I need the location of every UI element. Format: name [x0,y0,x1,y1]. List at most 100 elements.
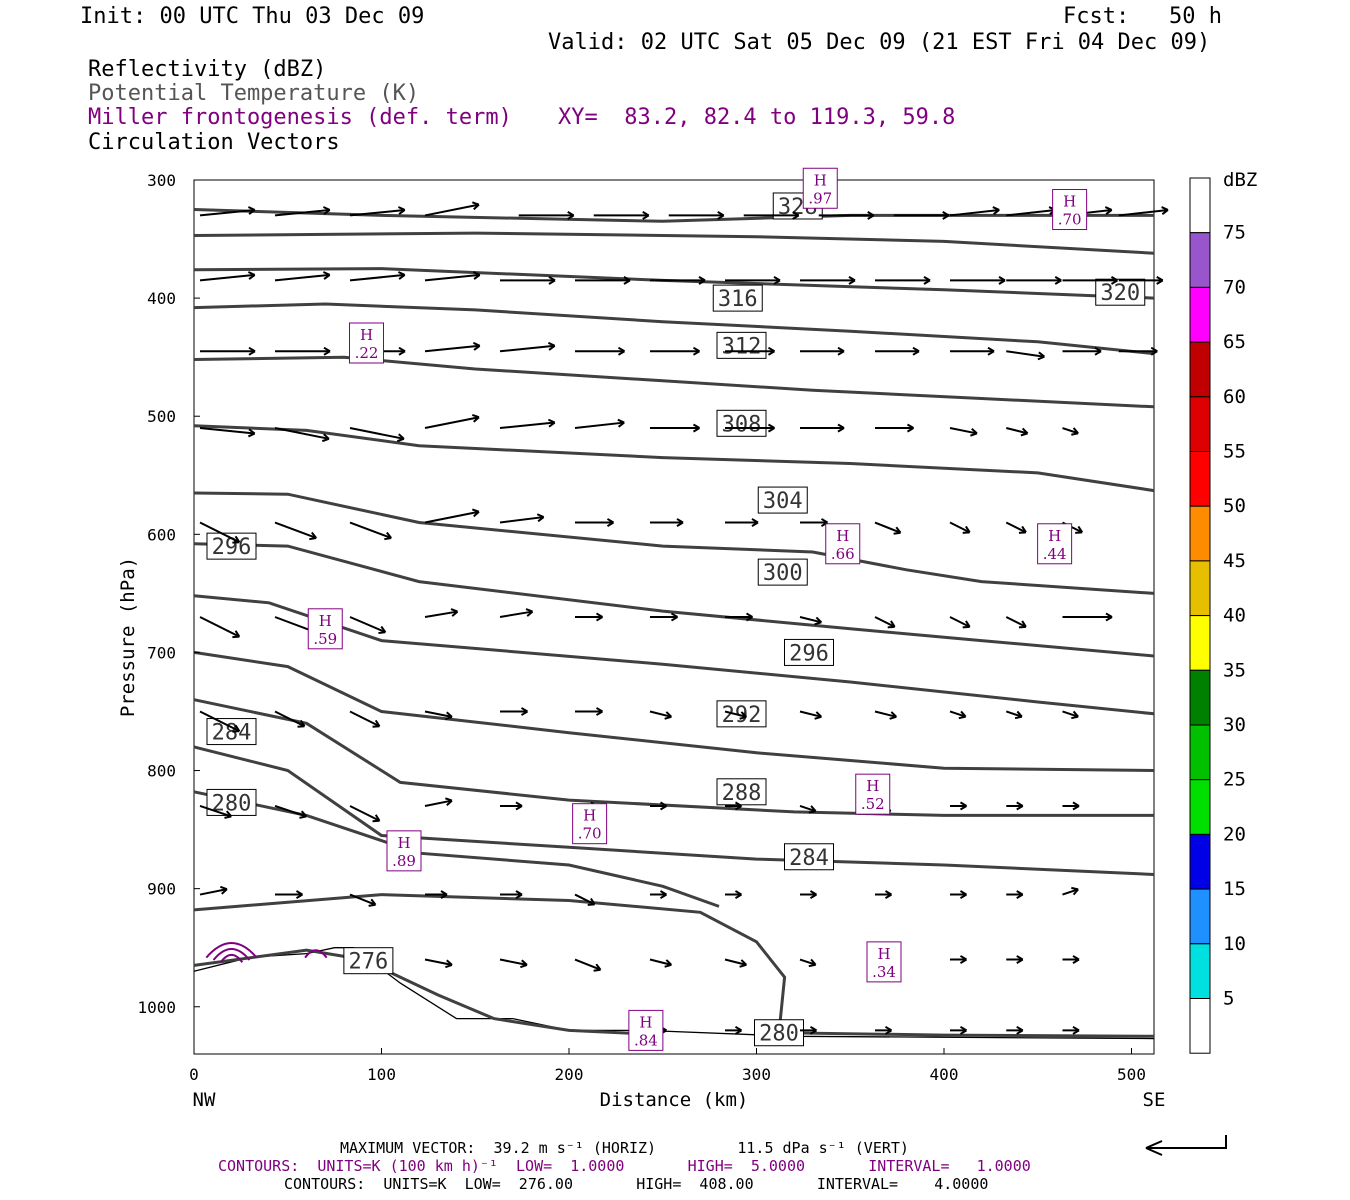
vector-shaft-4-9 [874,521,901,534]
colorbar-label-25: 25 [1223,769,1246,791]
vector-head-7-10 [959,801,968,811]
vector-head-5-4 [525,608,534,617]
field-vectors: Circulation Vectors [88,130,340,155]
vector-head-5-7 [745,612,754,622]
vector-head-6-5 [595,707,604,716]
y-tick-label-6: 900 [147,880,176,899]
y-tick-label-5: 800 [147,762,176,781]
vector-head-9-4 [739,959,748,968]
y-tick-label-0: 300 [147,171,176,190]
vector-shaft-6-1 [274,710,305,728]
vector-head-8-11 [1016,890,1024,899]
vector-head-2-7 [767,346,776,356]
frontogenesis-max-value-1: .70 [1058,211,1082,229]
vector-head-9-8 [1016,955,1024,964]
vector-head-0-12 [1104,206,1113,215]
vector-head-7-12 [1072,801,1080,811]
y-tick-label-1: 400 [147,289,176,308]
vector-head-8-6 [659,890,668,899]
vector-head-0-4 [567,211,575,220]
isentrope-296-8 [193,594,1155,716]
vector-head-8-10 [959,890,968,899]
vector-head-5-8 [814,616,823,626]
colorbar-label-10: 10 [1223,933,1246,955]
isentrope-308-5 [193,424,1155,493]
frontogenesis-max-H-1: H [1063,193,1076,211]
vector-head-1-12 [1110,275,1119,285]
isentrope-label-box-6 [757,558,808,586]
isentrope-label-box-15 [343,947,394,975]
isentrope-324-1 [193,231,1155,255]
vector-head-1-6 [698,275,706,285]
frontogenesis-max-value-8: .89 [392,852,416,870]
vector-head-1-1 [322,271,331,280]
x-tick-label-3: 300 [742,1065,771,1084]
vector-head-1-10 [998,275,1006,285]
vector-head-6-11 [1014,710,1023,720]
vector-head-8-9 [884,890,893,899]
vector-head-6-9 [889,711,898,720]
x-axis-label: Distance (km) [600,1089,749,1111]
vector-head-3-1 [321,433,330,443]
vector-head-8-0 [220,885,228,895]
colorbar-segment-5 [1189,943,1211,999]
colorbar-segment-70 [1189,232,1211,288]
colorbar-segment-10 [1189,888,1211,945]
y-tick-label-4: 700 [147,643,176,662]
vector-head-2-10 [987,346,995,356]
contours-frontogenesis-text: CONTOURS: UNITS=K (100 km h)⁻¹ LOW= 1.00… [218,1157,1031,1175]
vector-head-4-10 [962,525,971,534]
vector-head-2-12 [1094,346,1102,356]
colorbar-label-35: 35 [1223,659,1246,681]
isentrope-label-5: 304 [763,489,803,514]
vector-shaft-5-10 [949,616,971,628]
colorbar-segment-bottom [1189,998,1211,1054]
vector-head-10-5 [1016,1025,1024,1035]
isentrope-label-box-5 [757,486,808,514]
y-tick-label-7: 1000 [137,998,176,1017]
frontogenesis-contour-2 [219,953,244,963]
vector-head-3-6 [692,423,701,433]
vector-head-5-3 [450,608,459,617]
vector-head-6-2 [372,719,381,728]
y-tick-label-3: 600 [147,525,176,544]
vector-shaft-0-3 [424,203,480,217]
vector-head-5-11 [1018,620,1027,629]
isentrope-316-3 [193,302,1155,356]
isentrope-label-box-1 [1095,278,1146,306]
isentrope-label-2: 316 [718,287,758,312]
y-tick-label-2: 500 [147,407,176,426]
vector-shaft-1-2 [349,273,405,282]
vector-shaft-5-4 [499,610,533,618]
vector-head-2-0 [248,346,256,356]
isentrope-label-box-3 [716,331,767,359]
frontogenesis-max-H-6: H [866,777,879,795]
vector-shaft-0-1 [274,208,330,217]
vector-head-10-3 [884,1025,893,1035]
vector-head-8-7 [734,890,743,899]
vector-head-7-3 [445,797,453,806]
vector-head-8-5 [587,897,596,906]
vector-head-2-5 [617,346,626,356]
vector-shaft-3-0 [199,427,255,435]
frontogenesis-max-box-4 [1037,523,1073,565]
colorbar-label-65: 65 [1223,331,1246,353]
vector-head-3-4 [547,418,556,428]
vector-head-1-5 [623,275,631,285]
vector-head-8-2 [368,898,377,907]
vector-shaft-0-11 [1006,208,1056,217]
colorbar-segment-65 [1189,286,1211,343]
vector-head-4-0 [232,535,241,544]
vector-head-3-5 [617,418,625,428]
vector-head-7-2 [372,814,381,823]
vector-shaft-0-13 [1118,208,1169,217]
vector-head-7-4 [515,801,523,811]
vector-shaft-4-2 [349,521,392,539]
vector-shaft-3-4 [499,421,555,430]
vector-head-6-10 [958,710,967,720]
colorbar-label-70: 70 [1223,276,1246,298]
vector-head-7-1 [299,810,308,819]
vector-shaft-0-10 [949,208,1000,217]
vector-head-9-0 [445,959,453,969]
